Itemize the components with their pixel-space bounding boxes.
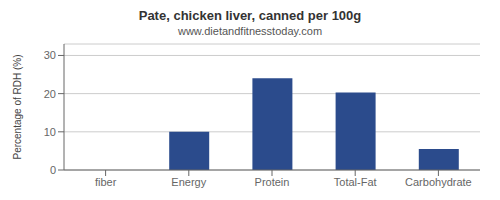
svg-text:Total-Fat: Total-Fat [334, 176, 377, 188]
svg-text:Energy: Energy [171, 176, 206, 188]
svg-text:Percentage of RDH (%): Percentage of RDH (%) [12, 54, 23, 159]
svg-text:10: 10 [44, 126, 56, 138]
svg-text:0: 0 [50, 164, 56, 176]
svg-text:Protein: Protein [255, 176, 290, 188]
html-text:www.dietandfitnesstoday.com: www.dietandfitnesstoday.com [178, 25, 322, 37]
html-text:Pate, chicken liver, canned pe: Pate, chicken liver, canned per 100g [138, 8, 362, 23]
svg-text:20: 20 [44, 88, 56, 100]
svg-text:30: 30 [44, 49, 56, 61]
svg-text:fiber: fiber [95, 176, 117, 188]
svg-text:Carbohydrate: Carbohydrate [405, 176, 472, 188]
